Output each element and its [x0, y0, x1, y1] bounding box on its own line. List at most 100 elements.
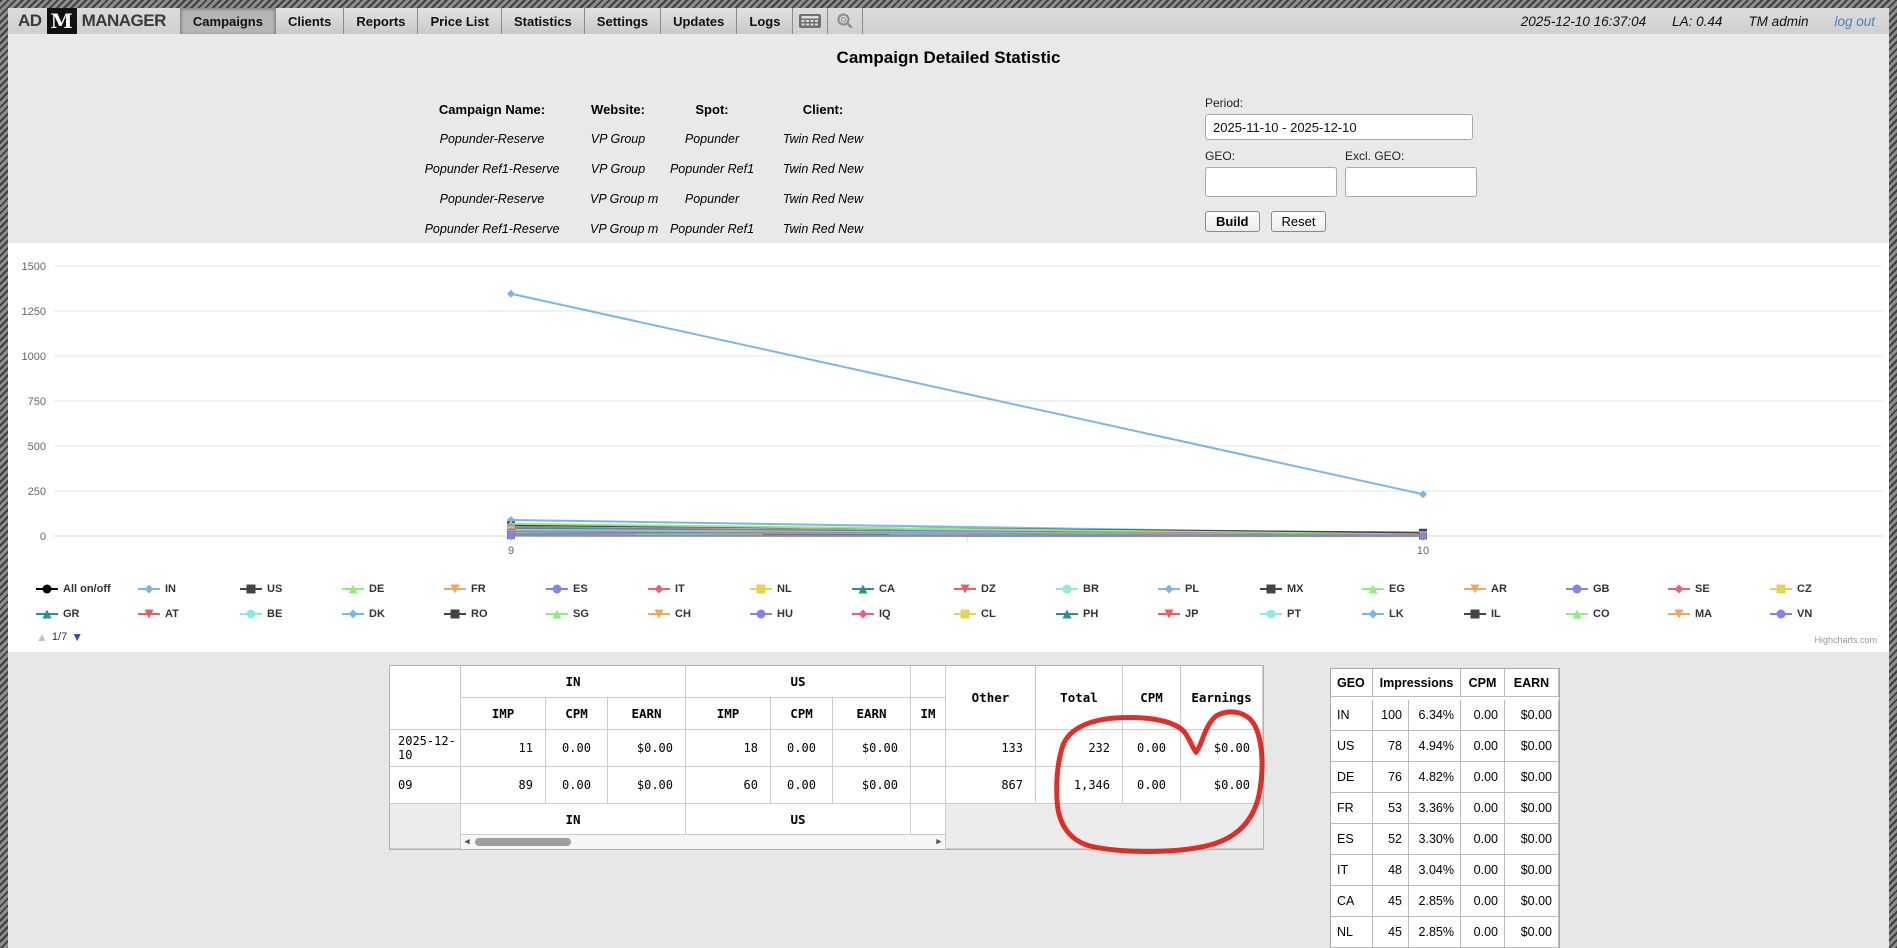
legend-item-mx[interactable]: MX [1260, 583, 1362, 595]
legend-item-dz[interactable]: DZ [954, 583, 1056, 595]
legend-item-es[interactable]: ES [546, 583, 648, 595]
legend-item-cz[interactable]: CZ [1770, 583, 1872, 595]
legend-label: JP [1185, 607, 1199, 620]
legend-marker-icon [342, 609, 364, 618]
app-logo: AD M MANAGER [8, 8, 180, 34]
legend-item-co[interactable]: CO [1566, 608, 1668, 620]
svg-text:10: 10 [1417, 545, 1429, 557]
scroll-right-icon[interactable]: ▶ [936, 837, 942, 847]
logout-link[interactable]: log out [1834, 13, 1875, 29]
cell-in-cpm: 0.00 [546, 730, 608, 767]
legend-marker-icon [852, 609, 874, 618]
legend-label: FR [471, 582, 486, 595]
period-input[interactable] [1205, 114, 1473, 140]
legend-item-ph[interactable]: PH [1056, 608, 1158, 620]
campaign-name: Popunder-Reserve [439, 132, 545, 146]
logo-text-post: MANAGER [81, 11, 167, 30]
legend-item-gr[interactable]: GR [36, 608, 138, 620]
legend-item-cl[interactable]: CL [954, 608, 1056, 620]
legend-page-up-icon[interactable]: ▲ [36, 630, 48, 644]
legend-label: All on/off [63, 582, 111, 595]
legend-item-vn[interactable]: VN [1770, 608, 1872, 620]
legend-item-hu[interactable]: HU [750, 608, 852, 620]
legend-label: US [267, 582, 283, 595]
tab-statistics[interactable]: Statistics [500, 8, 584, 34]
header-section: Campaign Detailed Statistic Campaign Nam… [8, 34, 1889, 243]
legend-item-eg[interactable]: EG [1362, 583, 1464, 595]
geo-summary-table: GEO Impressions CPM EARN IN 100 6.34% 0.00 $… [1330, 668, 1560, 948]
tab-clients[interactable]: Clients [274, 8, 344, 34]
legend-label: EG [1389, 582, 1405, 595]
svg-text:500: 500 [28, 441, 46, 453]
legend-item-se[interactable]: SE [1668, 583, 1770, 595]
tab-updates[interactable]: Updates [660, 8, 737, 34]
legend-item-nl[interactable]: NL [750, 583, 852, 595]
excl-geo-input[interactable] [1345, 167, 1477, 197]
legend-marker-icon [1158, 584, 1180, 593]
legend-marker-icon [138, 609, 160, 618]
legend-item-it[interactable]: IT [648, 583, 750, 595]
legend-item-ch[interactable]: CH [648, 608, 750, 620]
scroll-left-icon[interactable]: ◀ [464, 837, 470, 847]
legend-item-ca[interactable]: CA [852, 583, 954, 595]
legend-item-fr[interactable]: FR [444, 583, 546, 595]
scrollbar-thumb[interactable] [475, 838, 571, 846]
legend-item-pl[interactable]: PL [1158, 583, 1260, 595]
legend-item-ma[interactable]: MA [1668, 608, 1770, 620]
build-button[interactable]: Build [1205, 211, 1260, 232]
tab-campaigns[interactable]: Campaigns [179, 8, 275, 34]
legend-item-pt[interactable]: PT [1260, 608, 1362, 620]
geo-label: GEO: [1205, 149, 1236, 163]
table-horizontal-scrollbar[interactable]: ◀ ▶ [461, 835, 946, 849]
legend-marker-icon [1362, 609, 1384, 618]
legend-item-il[interactable]: IL [1464, 608, 1566, 620]
geo-header: GEO [1331, 669, 1373, 697]
footer-fixed-area [946, 804, 1263, 849]
geo-impressions-pct: 2.85% [1409, 886, 1461, 917]
report-filter-form: Period: GEO: Excl. GEO: Build Reset [1205, 96, 1477, 232]
cell-clipped [911, 767, 946, 804]
legend-item-lk[interactable]: LK [1362, 608, 1464, 620]
group-header-clipped [911, 666, 946, 698]
legend-marker-icon [750, 584, 772, 593]
zoom-search-button[interactable] [828, 8, 864, 34]
tab-logs[interactable]: Logs [736, 8, 794, 34]
geo-earn: $0.00 [1505, 886, 1559, 917]
legend-item-ro[interactable]: RO [444, 608, 546, 620]
legend-label: IL [1491, 607, 1501, 620]
series-Total [507, 289, 1427, 499]
geo-code: DE [1331, 762, 1373, 793]
reset-button[interactable]: Reset [1270, 211, 1327, 232]
tab-reports[interactable]: Reports [343, 8, 418, 34]
client-col-header: Client: [802, 102, 844, 117]
tab-price-list[interactable]: Price List [417, 8, 501, 34]
legend-item-ar[interactable]: AR [1464, 583, 1566, 595]
dashboard-grid-button[interactable] [793, 8, 829, 34]
campaign-name: Popunder Ref1-Reserve [424, 162, 560, 176]
legend-item-iq[interactable]: IQ [852, 608, 954, 620]
tab-settings[interactable]: Settings [583, 8, 661, 34]
campaign-name: Popunder-Reserve [439, 192, 545, 206]
geo-code: IT [1331, 855, 1373, 886]
legend-item-be[interactable]: BE [240, 608, 342, 620]
cell-in-imp: 89 [461, 767, 546, 804]
legend-item-jp[interactable]: JP [1158, 608, 1260, 620]
legend-marker-icon [1770, 609, 1792, 618]
legend-item-at[interactable]: AT [138, 608, 240, 620]
legend-item-dk[interactable]: DK [342, 608, 444, 620]
legend-item-all-on-off[interactable]: All on/off [36, 583, 138, 595]
legend-item-sg[interactable]: SG [546, 608, 648, 620]
legend-item-us[interactable]: US [240, 583, 342, 595]
legend-item-in[interactable]: IN [138, 583, 240, 595]
legend-marker-icon [36, 609, 58, 618]
impressions-header: Impressions [1373, 669, 1461, 697]
geo-impressions: 53 [1373, 793, 1409, 824]
legend-item-br[interactable]: BR [1056, 583, 1158, 595]
geo-input[interactable] [1205, 167, 1337, 197]
svg-text:250: 250 [28, 486, 46, 498]
legend-page-down-icon[interactable]: ▼ [71, 630, 84, 644]
legend-marker-icon [240, 609, 262, 618]
legend-item-gb[interactable]: GB [1566, 583, 1668, 595]
legend-marker-icon [1260, 609, 1282, 618]
legend-item-de[interactable]: DE [342, 583, 444, 595]
